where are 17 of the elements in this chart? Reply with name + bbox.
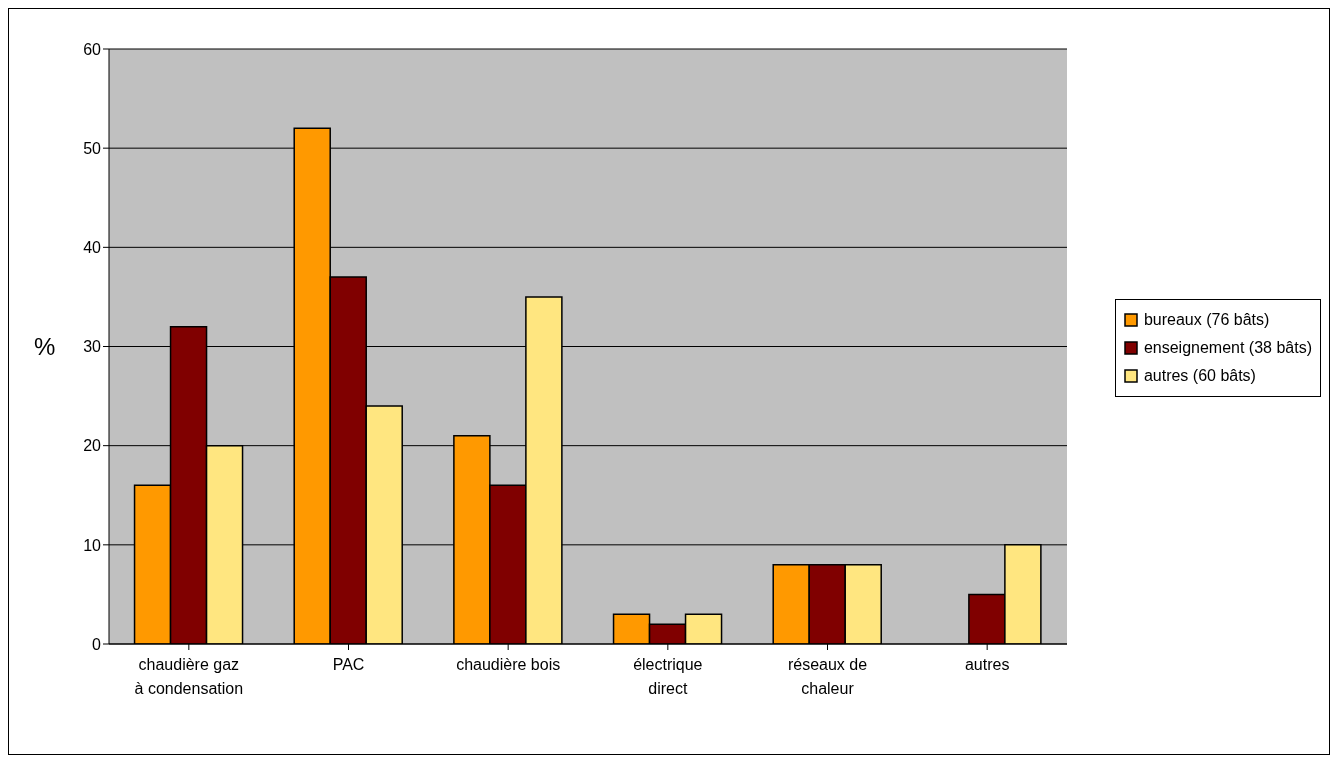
y-tick-label: 40 — [83, 239, 102, 257]
legend-label: enseignement (38 bâts) — [1143, 338, 1312, 358]
x-tick-label: chaudière gaz à condensation — [134, 656, 244, 697]
x-tick-label: réseaux de chaleur — [787, 656, 868, 697]
x-tick-label: autres — [964, 656, 1010, 673]
legend-label: autres (60 bâts) — [1143, 366, 1256, 386]
y-tick-label: 60 — [83, 40, 102, 58]
y-tick-label: 20 — [83, 437, 102, 455]
y-tick-label: 30 — [83, 338, 102, 356]
y-axis-title: % — [34, 333, 56, 361]
y-tick-label: 10 — [83, 536, 102, 554]
x-tick-label: électrique direct — [633, 656, 703, 697]
y-tick-label: 0 — [92, 635, 102, 653]
y-tick-label: 50 — [83, 139, 102, 157]
x-tick-label: chaudière bois — [456, 656, 561, 673]
x-tick-label: PAC — [332, 656, 365, 673]
legend-label: bureaux (76 bâts) — [1143, 310, 1270, 330]
